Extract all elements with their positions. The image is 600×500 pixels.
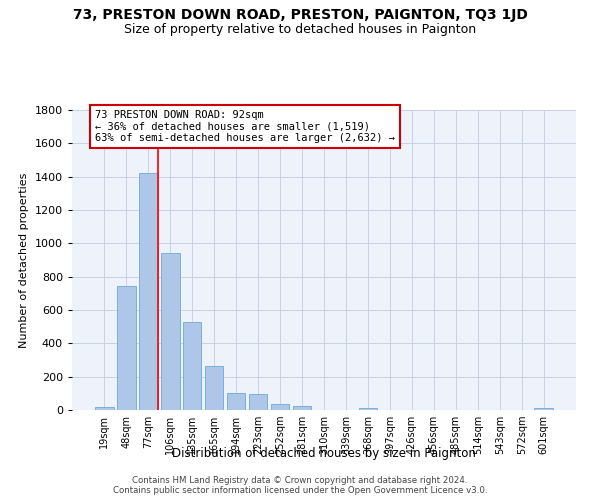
Bar — [117, 286, 136, 410]
Bar — [95, 406, 113, 410]
Bar — [227, 392, 245, 410]
Text: 73 PRESTON DOWN ROAD: 92sqm
← 36% of detached houses are smaller (1,519)
63% of : 73 PRESTON DOWN ROAD: 92sqm ← 36% of det… — [95, 110, 395, 143]
Bar — [293, 406, 311, 410]
Bar — [359, 408, 377, 410]
Text: Size of property relative to detached houses in Paignton: Size of property relative to detached ho… — [124, 22, 476, 36]
Text: Contains HM Land Registry data © Crown copyright and database right 2024.
Contai: Contains HM Land Registry data © Crown c… — [113, 476, 487, 495]
Y-axis label: Number of detached properties: Number of detached properties — [19, 172, 29, 348]
Bar — [535, 408, 553, 410]
Bar — [205, 366, 223, 410]
Text: 73, PRESTON DOWN ROAD, PRESTON, PAIGNTON, TQ3 1JD: 73, PRESTON DOWN ROAD, PRESTON, PAIGNTON… — [73, 8, 527, 22]
Bar — [249, 394, 268, 410]
Text: Distribution of detached houses by size in Paignton: Distribution of detached houses by size … — [172, 448, 476, 460]
Bar — [271, 404, 289, 410]
Bar — [161, 254, 179, 410]
Bar — [139, 172, 158, 410]
Bar — [183, 322, 202, 410]
